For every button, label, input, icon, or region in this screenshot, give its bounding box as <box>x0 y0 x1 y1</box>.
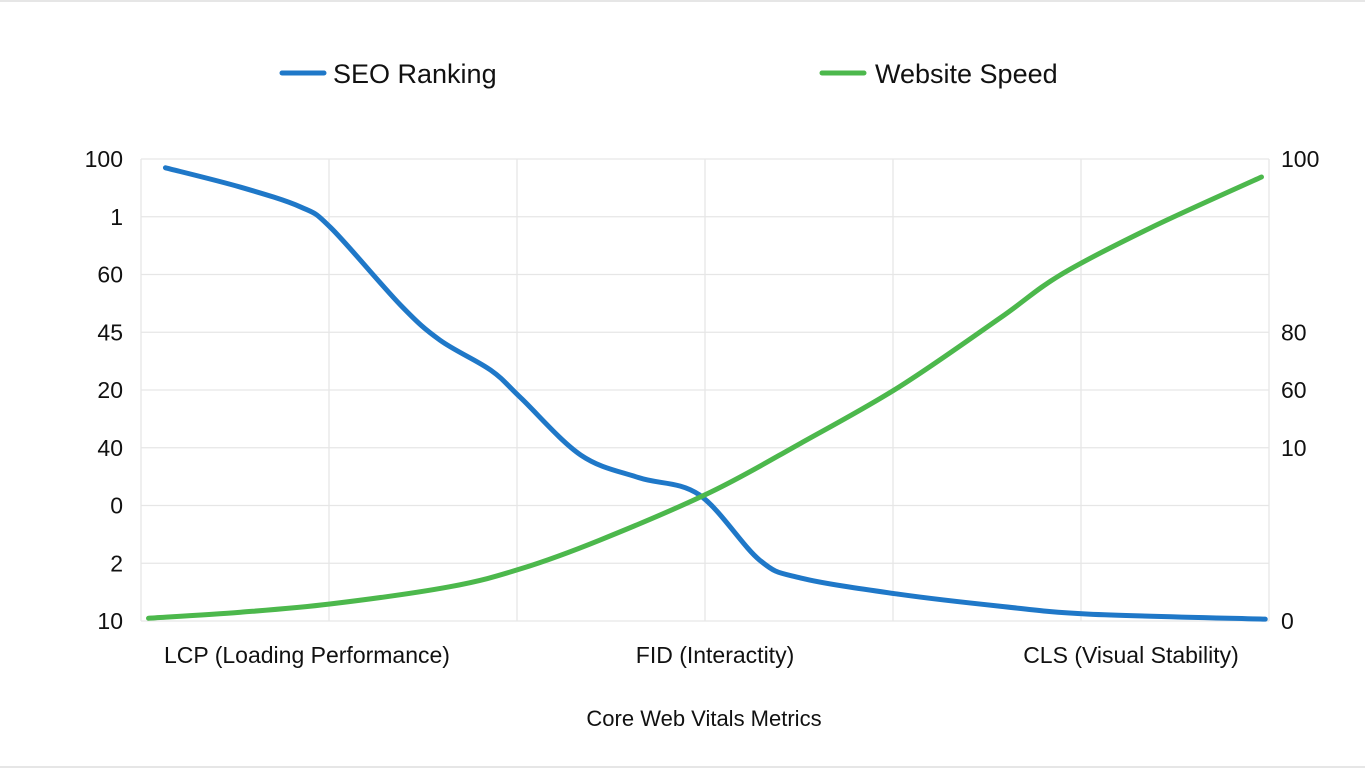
y-left-tick-label: 40 <box>97 435 123 461</box>
x-axis: LCP (Loading Performance) FID (Interacti… <box>164 642 1239 731</box>
y-left-tick-label: 10 <box>97 608 123 634</box>
series-lines <box>146 165 1268 622</box>
y-left-tick-label: 20 <box>97 377 123 403</box>
y-right-tick-label: 80 <box>1281 319 1307 345</box>
y-left-tick-label: 0 <box>110 493 123 519</box>
series-line-seo-ranking <box>162 165 1268 622</box>
series-line-website-speed <box>146 174 1264 621</box>
y-left-tick-label: 100 <box>85 146 123 172</box>
x-tick-label: CLS (Visual Stability) <box>1023 642 1239 668</box>
y-right-tick-label: 0 <box>1281 608 1294 634</box>
legend-label-seo-ranking: SEO Ranking <box>333 59 497 89</box>
y-left-tick-label: 60 <box>97 262 123 288</box>
legend: SEO Ranking Website Speed <box>279 59 1058 89</box>
y-left-tick-label: 2 <box>110 550 123 576</box>
legend-label-website-speed: Website Speed <box>875 59 1058 89</box>
y-right-tick-label: 60 <box>1281 377 1307 403</box>
x-axis-title: Core Web Vitals Metrics <box>586 706 821 731</box>
y-axis-left: 100 1 60 45 20 40 0 2 10 <box>85 146 123 634</box>
grid <box>140 158 1270 622</box>
y-left-tick-label: 45 <box>97 319 123 345</box>
x-tick-label: FID (Interactity) <box>636 642 794 668</box>
x-tick-label: LCP (Loading Performance) <box>164 642 450 668</box>
y-left-tick-label: 1 <box>110 204 123 230</box>
y-right-tick-label: 100 <box>1281 146 1319 172</box>
y-right-tick-label: 10 <box>1281 435 1307 461</box>
